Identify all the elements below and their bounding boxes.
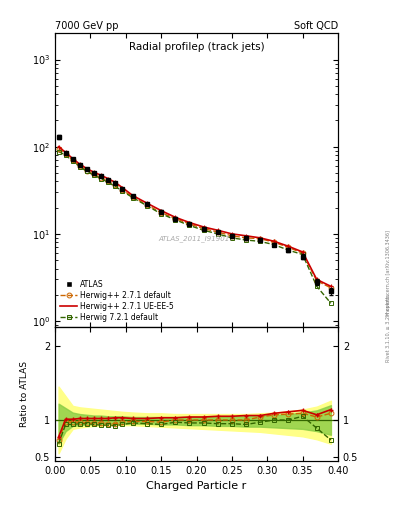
Text: 7000 GeV pp: 7000 GeV pp: [55, 20, 119, 31]
Legend: ATLAS, Herwig++ 2.7.1 default, Herwig++ 2.7.1 UE-EE-5, Herwig 7.2.1 default: ATLAS, Herwig++ 2.7.1 default, Herwig++ …: [59, 279, 176, 324]
X-axis label: Charged Particle r: Charged Particle r: [146, 481, 247, 491]
Y-axis label: Ratio to ATLAS: Ratio to ATLAS: [20, 361, 29, 427]
Text: Rivet 3.1.10, ≥ 3.2M events: Rivet 3.1.10, ≥ 3.2M events: [386, 294, 391, 362]
Text: ATLAS_2011_I919017: ATLAS_2011_I919017: [159, 236, 234, 242]
Text: Soft QCD: Soft QCD: [294, 20, 338, 31]
Text: mcplots.cern.ch [arXiv:1306.3436]: mcplots.cern.ch [arXiv:1306.3436]: [386, 230, 391, 315]
Text: Radial profileρ (track jets): Radial profileρ (track jets): [129, 42, 264, 52]
